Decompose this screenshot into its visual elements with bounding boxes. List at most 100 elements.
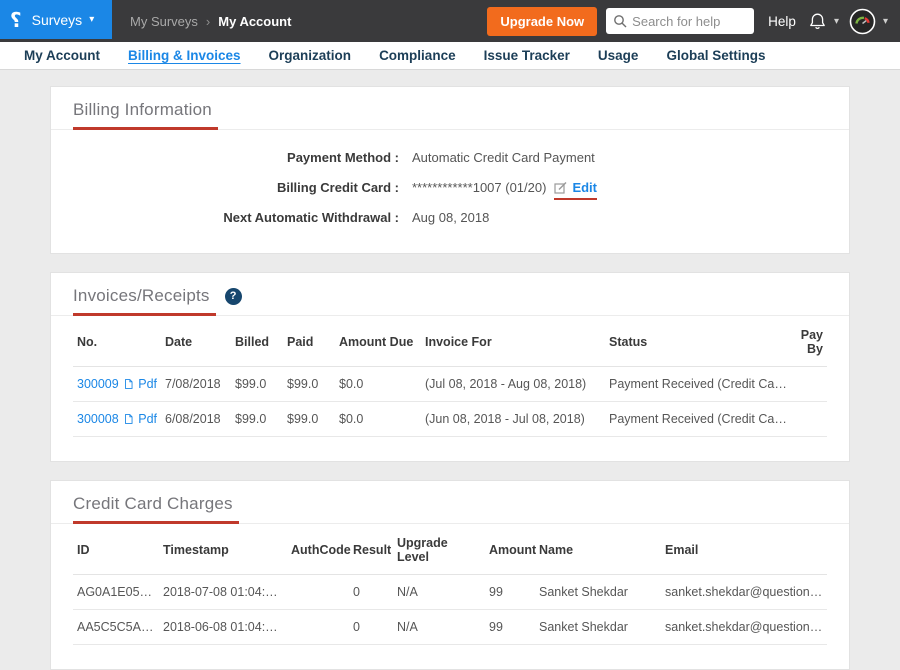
charge-timestamp: 2018-06-08 01:04:08.0 (159, 609, 287, 645)
payment-method-label: Payment Method : (287, 150, 399, 165)
invoice-date: 6/08/2018 (161, 401, 231, 437)
help-link[interactable]: Help (768, 13, 796, 29)
invoices-table: No. Date Billed Paid Amount Due Invoice … (73, 318, 827, 437)
tab-billing-invoices[interactable]: Billing & Invoices (128, 48, 241, 63)
charges-header-row: ID Timestamp AuthCode Result Upgrade Lev… (73, 526, 827, 575)
search-icon (614, 15, 627, 28)
invoice-row: 300008 Pdf 6/08/2018 $99.0 $99.0 $0. (73, 401, 827, 437)
account-nav-tabs: My Account Billing & Invoices Organizati… (0, 42, 900, 70)
charge-upgrade-level: N/A (393, 609, 485, 645)
invoice-number-link[interactable]: 300008 (77, 412, 119, 426)
invoice-amount-due: $0.0 (335, 366, 421, 402)
billing-information-header: Billing Information (51, 87, 849, 130)
charge-timestamp: 2018-07-08 01:04:04.0 (159, 574, 287, 610)
credit-card-charges-card: Credit Card Charges ID Timestamp AuthCod… (50, 480, 850, 670)
charge-row: AG0A1E05AG0A 2018-07-08 01:04:04.0 0 N/A… (73, 574, 827, 610)
card-bottom-padding (51, 443, 849, 461)
col-billed: Billed (231, 318, 283, 367)
billing-credit-card-value: ************1007 (01/20) (412, 180, 547, 195)
invoice-number-link[interactable]: 300009 (77, 377, 119, 391)
billing-page: Billing Information Payment Method : Aut… (0, 70, 900, 670)
billing-information-card: Billing Information Payment Method : Aut… (50, 86, 850, 254)
invoice-pdf-link[interactable]: Pdf (138, 377, 157, 391)
card-bottom-padding (51, 651, 849, 669)
invoice-pdf-link[interactable]: Pdf (138, 412, 157, 426)
charge-authcode (287, 609, 349, 645)
notifications-menu[interactable]: ▾ (808, 12, 839, 31)
charge-name: Sanket Shekdar (535, 609, 661, 645)
col-timestamp: Timestamp (159, 526, 287, 575)
col-paid: Paid (283, 318, 335, 367)
tab-compliance[interactable]: Compliance (379, 48, 456, 63)
invoice-pay-by (793, 366, 827, 402)
col-pay-by: Pay By (793, 318, 827, 367)
tab-organization[interactable]: Organization (268, 48, 352, 63)
billing-credit-card-label: Billing Credit Card : (276, 180, 399, 195)
invoice-for: (Jun 08, 2018 - Jul 08, 2018) (421, 401, 605, 437)
edit-pencil-icon (554, 181, 567, 194)
chevron-down-icon: ▾ (882, 15, 888, 27)
charge-name: Sanket Shekdar (535, 574, 661, 610)
breadcrumb-current-page: My Account (218, 13, 292, 29)
invoice-billed: $99.0 (231, 366, 283, 402)
invoice-status: Payment Received (Credit Card) (605, 366, 793, 402)
charge-result: 0 (349, 574, 393, 610)
charge-upgrade-level: N/A (393, 574, 485, 610)
charge-amount: 99 (485, 609, 535, 645)
tab-global-settings[interactable]: Global Settings (666, 48, 766, 63)
tab-usage[interactable]: Usage (597, 48, 639, 63)
chevron-down-icon: ▾ (89, 14, 95, 25)
col-name: Name (535, 526, 661, 575)
charge-id: AG0A1E05AG0A (73, 574, 159, 610)
breadcrumb-separator-icon: › (205, 13, 211, 29)
breadcrumb: My Surveys › My Account (130, 14, 291, 29)
invoice-amount-due: $0.0 (335, 401, 421, 437)
col-amount-due: Amount Due (335, 318, 421, 367)
edit-credit-card-link[interactable]: Edit (554, 180, 597, 200)
invoice-billed: $99.0 (231, 401, 283, 437)
brand-logo-icon: ? (10, 7, 22, 32)
search-input[interactable] (606, 8, 755, 34)
breadcrumb-my-surveys[interactable]: My Surveys (130, 13, 198, 29)
col-no: No. (73, 318, 161, 367)
invoices-receipts-header: Invoices/Receipts ? (51, 273, 849, 316)
invoices-receipts-card: Invoices/Receipts ? No. Date Billed Paid… (50, 272, 850, 462)
next-withdrawal-value: Aug 08, 2018 (412, 210, 490, 225)
col-upgrade-level: Upgrade Level (393, 526, 485, 575)
col-authcode: AuthCode (287, 526, 351, 575)
charge-id: AA5C5C5AG0A (73, 609, 159, 645)
invoice-row: 300009 Pdf 7/08/2018 $99.0 $99.0 $0. (73, 366, 827, 402)
account-menu[interactable]: ▾ (849, 8, 888, 35)
product-switcher[interactable]: ? Surveys ▾ (0, 0, 112, 39)
charge-email: sanket.shekdar@questionpro.com (661, 609, 827, 645)
credit-card-charges-title: Credit Card Charges (73, 494, 239, 524)
col-amount: Amount (485, 526, 536, 575)
charge-authcode (287, 574, 349, 610)
charge-amount: 99 (485, 574, 535, 610)
tab-my-account[interactable]: My Account (24, 48, 101, 63)
product-name: Surveys (31, 11, 83, 28)
invoice-date: 7/08/2018 (161, 366, 231, 402)
help-icon[interactable]: ? (224, 288, 242, 305)
billing-credit-card-row: Billing Credit Card : ************1007 (… (73, 180, 827, 200)
billing-information-body: Payment Method : Automatic Credit Card P… (51, 130, 849, 253)
charge-row: AA5C5C5AG0A 2018-06-08 01:04:08.0 0 N/A … (73, 609, 827, 645)
pdf-file-icon (124, 379, 133, 389)
tab-issue-tracker[interactable]: Issue Tracker (483, 48, 570, 63)
payment-method-value: Automatic Credit Card Payment (412, 150, 595, 165)
col-date: Date (161, 318, 231, 367)
invoice-pay-by (793, 401, 827, 437)
upgrade-now-button[interactable]: Upgrade Now (487, 6, 598, 36)
col-invoice-for: Invoice For (421, 318, 605, 367)
col-email: Email (661, 526, 827, 575)
next-withdrawal-row: Next Automatic Withdrawal : Aug 08, 2018 (73, 210, 827, 225)
invoice-for: (Jul 08, 2018 - Aug 08, 2018) (421, 366, 605, 402)
col-result: Result (349, 526, 393, 575)
invoices-receipts-title: Invoices/Receipts (73, 286, 216, 316)
credit-card-charges-header: Credit Card Charges (51, 481, 849, 524)
top-bar: ? Surveys ▾ My Surveys › My Account Upgr… (0, 0, 900, 42)
edit-link-label[interactable]: Edit (572, 180, 597, 195)
help-search (606, 8, 755, 34)
pdf-file-icon (124, 414, 133, 424)
charge-result: 0 (349, 609, 393, 645)
